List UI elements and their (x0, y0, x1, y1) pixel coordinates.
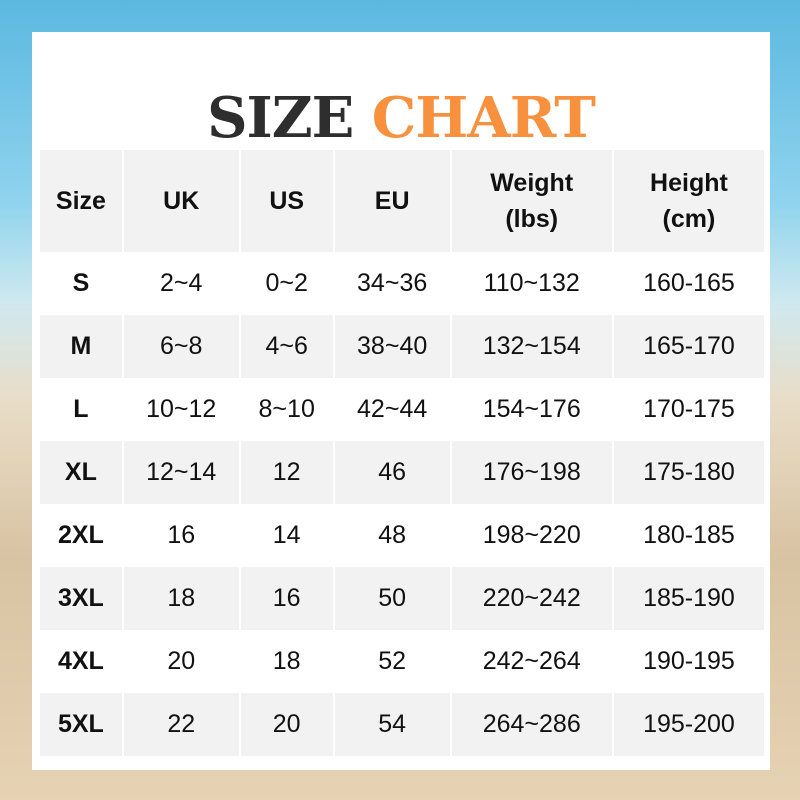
size-cell: S (72, 269, 90, 297)
table-row: S 2~4 0~2 34~36 110~132 160-165 (40, 252, 764, 315)
table-row: 4XL 20 18 52 242~264 190-195 (40, 630, 764, 693)
column-header: Weight (lbs) (451, 150, 612, 252)
table-cell: 220~242 (451, 567, 612, 630)
size-cell: 4XL (57, 647, 104, 675)
table-cell: 175-180 (613, 441, 764, 504)
table-cell: 12 (240, 441, 333, 504)
table-cell: 176~198 (451, 441, 612, 504)
table-cell: 34~36 (357, 269, 428, 297)
table-cell: 165-170 (613, 315, 764, 378)
table-cell: 0~2 (265, 269, 308, 297)
table-cell: 20 (167, 647, 196, 675)
table-row: 5XL 22 20 54 264~286 195-200 (40, 693, 764, 756)
table-cell: 10~12 (146, 395, 217, 423)
size-cell: M (40, 315, 122, 378)
table-row: 3XL 18 16 50 220~242 185-190 (40, 567, 764, 630)
page-title: SIZE CHART (32, 90, 770, 146)
column-header: Size (40, 150, 122, 252)
table-cell: 110~132 (483, 269, 580, 297)
column-header-text: US (269, 187, 305, 215)
column-header-text: Size (55, 187, 106, 215)
table-cell: 4~6 (240, 315, 333, 378)
column-header: EU (334, 150, 450, 252)
table-cell: 20 (240, 693, 333, 756)
column-header-text: UK (163, 187, 200, 215)
column-header-text: Weight (490, 169, 574, 197)
table-row: M 6~8 4~6 38~40 132~154 165-170 (40, 315, 764, 378)
title-chart: CHART (371, 85, 596, 151)
column-header: Height (cm) (613, 150, 764, 252)
table-cell: 46 (334, 441, 450, 504)
size-cell: 5XL (40, 693, 122, 756)
table-cell: 48 (378, 521, 407, 549)
size-cell: 3XL (40, 567, 122, 630)
table-cell: 54 (334, 693, 450, 756)
column-header-text: (cm) (662, 205, 716, 233)
size-chart-panel: SIZE CHART Size UK US EU Weight (lbs) Height (c… (32, 32, 770, 770)
column-header: UK (123, 150, 239, 252)
table-cell: 18 (123, 567, 239, 630)
column-header: US (240, 150, 333, 252)
size-cell: L (73, 395, 89, 423)
table-cell: 16 (167, 521, 196, 549)
table-cell: 14 (272, 521, 301, 549)
column-header-text: EU (374, 187, 410, 215)
title-size: SIZE (207, 85, 354, 151)
column-header-text: Height (650, 169, 728, 197)
header-row: Size UK US EU Weight (lbs) Height (cm) (40, 150, 764, 252)
table-cell: 52 (378, 647, 407, 675)
table-cell: 12~14 (123, 441, 239, 504)
table-cell: 242~264 (482, 647, 581, 675)
table-cell: 2~4 (160, 269, 203, 297)
table-row: L 10~12 8~10 42~44 154~176 170-175 (40, 378, 764, 441)
table-cell: 38~40 (334, 315, 450, 378)
table-cell: 185-190 (613, 567, 764, 630)
table-cell: 8~10 (258, 395, 315, 423)
table-cell: 160-165 (643, 269, 735, 297)
table-cell: 190-195 (643, 647, 735, 675)
table-cell: 264~286 (451, 693, 612, 756)
table-cell: 18 (272, 647, 301, 675)
table-cell: 198~220 (482, 521, 581, 549)
size-cell: XL (40, 441, 122, 504)
table-cell: 195-200 (613, 693, 764, 756)
table-cell: 50 (334, 567, 450, 630)
table-row: 2XL 16 14 48 198~220 180-185 (40, 504, 764, 567)
table-cell: 16 (240, 567, 333, 630)
table-cell: 154~176 (482, 395, 581, 423)
table-cell: 180-185 (643, 521, 735, 549)
table-cell: 22 (123, 693, 239, 756)
table-row: XL 12~14 12 46 176~198 175-180 (40, 441, 764, 504)
table-cell: 132~154 (451, 315, 612, 378)
table-cell: 170-175 (643, 395, 735, 423)
table-cell: 6~8 (123, 315, 239, 378)
size-cell: 2XL (57, 521, 104, 549)
size-table: Size UK US EU Weight (lbs) Height (cm) S 2~4 0~2 3… (38, 150, 766, 756)
table-cell: 42~44 (357, 395, 428, 423)
column-header-text: (lbs) (505, 205, 559, 233)
